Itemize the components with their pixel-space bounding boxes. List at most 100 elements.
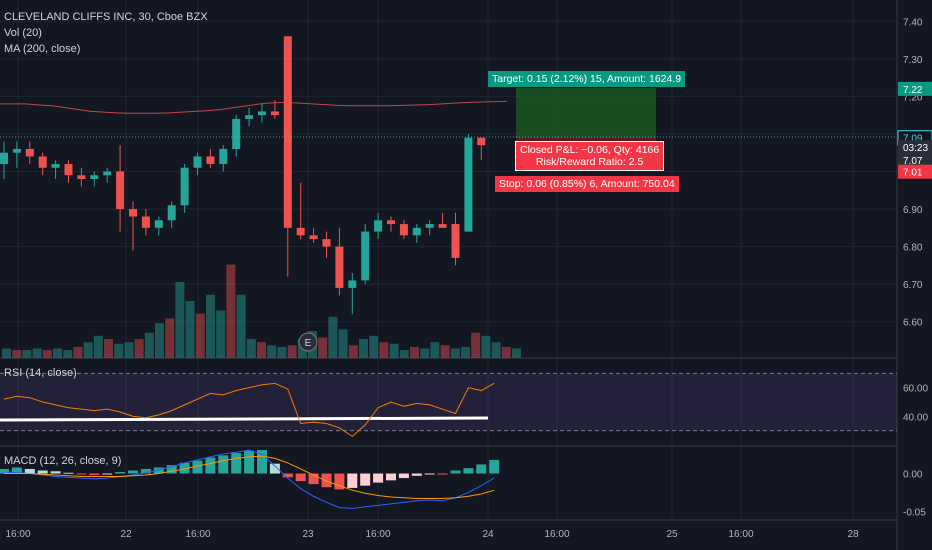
candle-body [64, 163, 73, 176]
volume-bar [379, 342, 389, 358]
macd-histogram-bar [89, 473, 100, 476]
macd-histogram-bar [463, 468, 474, 474]
target-price-tag-bg [898, 81, 932, 96]
volume-bar [501, 346, 511, 358]
macd-histogram-bar [476, 464, 487, 474]
macd-pane[interactable] [0, 449, 500, 509]
volume-bar [359, 339, 368, 358]
candle-body [116, 171, 125, 210]
volume-bar [287, 345, 297, 358]
countdown-tag-text: 03:23 [903, 143, 928, 154]
candle-body [283, 36, 292, 228]
rsi-pane[interactable] [0, 372, 897, 438]
volume-bar [165, 318, 175, 358]
candle-body [361, 231, 370, 281]
candle-body [180, 167, 189, 206]
volume-bar [53, 348, 62, 358]
volume-bar [348, 345, 358, 358]
macd-histogram-bar [76, 473, 87, 475]
macd-histogram-bar [50, 471, 61, 474]
candle-body [309, 235, 318, 240]
candle-body [103, 171, 112, 176]
candle-body [335, 246, 344, 288]
volume-bar [257, 342, 266, 358]
volume-bar [22, 350, 32, 358]
candle-body [12, 148, 21, 153]
macd-histogram-bar [360, 473, 371, 486]
time-tick-label: 22 [120, 529, 132, 540]
macd-histogram-bar [282, 473, 293, 478]
volume-bar [83, 342, 93, 358]
stop-price-tag-text: 7.01 [903, 168, 923, 179]
volume-bar [450, 348, 460, 358]
price-tick-label: 7.30 [903, 55, 923, 66]
candle-body [141, 216, 150, 228]
last-price-tag-text: 7.07 [903, 156, 923, 167]
candle-body [477, 137, 486, 146]
rsi-tick-label: 60.00 [903, 384, 928, 395]
volume-bar [73, 346, 83, 358]
macd-histogram-bar [37, 470, 48, 474]
axes: 7.407.307.207.107.006.906.806.706.6060.0… [5, 17, 932, 540]
volume-title: Vol (20) [4, 27, 42, 39]
volume-bar [399, 350, 409, 358]
macd-legend[interactable]: MACD (12, 26, close, 9) [4, 454, 121, 468]
volume-bar [328, 316, 338, 358]
volume-bar [481, 335, 491, 358]
target-label[interactable]: Target: 0.15 (2.12%) 15, Amount: 1624.9 [488, 71, 686, 87]
candle-body [206, 156, 215, 164]
volume-bars [2, 264, 521, 358]
risk-reward-text: Risk/Reward Ratio: 2.5 [535, 156, 644, 168]
rsi-tick-label: 40.00 [903, 412, 928, 423]
macd-histogram-bar [373, 473, 384, 483]
macd-histogram-bar [321, 473, 332, 488]
volume-bar [195, 313, 205, 358]
price-tick-label: 6.80 [903, 243, 923, 254]
macd-histogram-bar [386, 473, 396, 481]
volume-bar [246, 339, 256, 358]
macd-histogram-bar [179, 462, 190, 474]
volume-bar [410, 346, 419, 358]
volume-bar [175, 282, 185, 358]
last-price-tag-bg [898, 153, 932, 168]
stop-label[interactable]: Stop: 0.06 (0.85%) 6, Amount: 750.04 [495, 176, 679, 192]
time-tick-label: 24 [482, 529, 494, 540]
volume-bar [93, 335, 103, 358]
volume-bar [134, 339, 144, 358]
symbol-legend[interactable]: CLEVELAND CLIFFS INC, 30, Cboe BZX [4, 10, 208, 24]
volume-legend[interactable]: Vol (20) [4, 26, 42, 40]
time-tick-label: 16:00 [185, 529, 210, 540]
candles[interactable] [0, 36, 486, 315]
symbol-title: CLEVELAND CLIFFS INC, 30, Cboe BZX [4, 11, 208, 23]
price-tick-label: 6.70 [903, 280, 923, 291]
volume-bar [440, 345, 450, 358]
volume-bar [277, 346, 287, 358]
macd-histogram-bar [269, 463, 280, 474]
candle-body [387, 220, 395, 225]
macd-histogram-bar [411, 473, 422, 476]
volume-bar [185, 301, 195, 358]
ma-legend[interactable]: MA (200, close) [4, 42, 80, 56]
macd-histogram-bar [63, 472, 74, 474]
macd-histogram-bar [334, 473, 345, 490]
earnings-marker[interactable]: E [298, 332, 318, 352]
macd-histogram-bar [244, 450, 255, 474]
volume-bar [512, 348, 521, 358]
ma-title: MA (200, close) [4, 43, 81, 55]
candle-body [0, 152, 8, 164]
candle-body [464, 137, 473, 232]
target-price-tag: 7.22 [898, 81, 932, 96]
volume-bar [491, 342, 501, 358]
candle-body [232, 118, 241, 149]
macd-histogram-bar [398, 473, 409, 479]
price-tick-label: 6.90 [903, 205, 923, 216]
volume-bar [236, 294, 246, 358]
countdown-tag-bg [898, 140, 932, 155]
candle-body [77, 175, 86, 179]
candle-body [348, 280, 357, 288]
target-price-tag-text: 7.22 [903, 85, 923, 96]
rsi-legend[interactable]: RSI (14, close) [4, 366, 77, 380]
closed-pnl-label[interactable]: Closed P&L: −0.06, Qty: 4166 Risk/Reward… [515, 141, 665, 171]
candle-body [219, 148, 228, 164]
